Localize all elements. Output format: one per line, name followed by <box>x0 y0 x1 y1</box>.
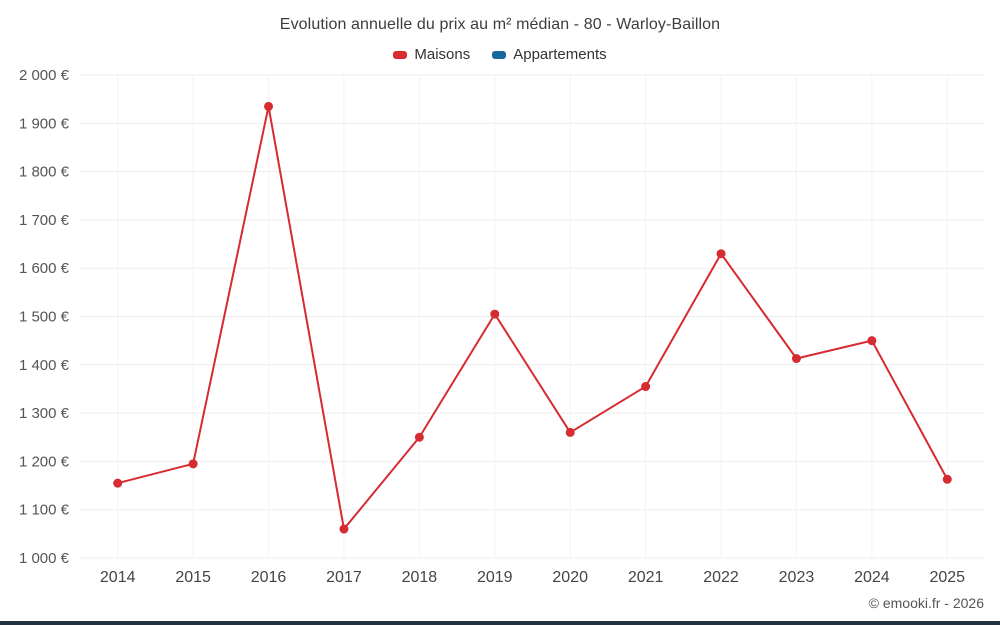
svg-text:2025: 2025 <box>929 569 965 586</box>
maisons-series-marker-icon <box>393 50 408 59</box>
svg-text:1 400 €: 1 400 € <box>19 357 70 374</box>
svg-text:2021: 2021 <box>628 569 664 586</box>
svg-text:1 200 €: 1 200 € <box>19 453 70 470</box>
svg-text:1 800 €: 1 800 € <box>19 164 70 181</box>
copyright-text: © emooki.fr - 2026 <box>868 595 984 611</box>
svg-text:2024: 2024 <box>854 569 890 586</box>
chart-legend: Maisons Appartements <box>0 46 1000 63</box>
svg-text:1 700 €: 1 700 € <box>19 212 70 229</box>
svg-text:2019: 2019 <box>477 569 513 586</box>
svg-text:1 600 €: 1 600 € <box>19 260 70 277</box>
legend-item-maisons[interactable]: Maisons <box>393 46 470 63</box>
appartements-series-marker-icon <box>492 50 507 59</box>
svg-text:2 000 €: 2 000 € <box>19 67 70 84</box>
svg-text:2017: 2017 <box>326 569 362 586</box>
svg-text:2016: 2016 <box>251 569 287 586</box>
svg-text:1 100 €: 1 100 € <box>19 502 70 519</box>
svg-text:1 500 €: 1 500 € <box>19 309 70 326</box>
svg-text:1 300 €: 1 300 € <box>19 405 70 422</box>
svg-text:1 900 €: 1 900 € <box>19 115 70 132</box>
chart-title: Evolution annuelle du prix au m² médian … <box>279 16 721 33</box>
svg-text:2014: 2014 <box>100 569 136 586</box>
svg-text:2018: 2018 <box>402 569 438 586</box>
legend-label-maisons: Maisons <box>414 46 471 63</box>
bottom-edge-bar <box>0 621 1000 625</box>
svg-text:2015: 2015 <box>175 569 211 586</box>
svg-text:2020: 2020 <box>552 569 588 586</box>
legend-item-appartements[interactable]: Appartements <box>492 46 607 63</box>
svg-text:2022: 2022 <box>703 569 739 586</box>
svg-text:2023: 2023 <box>779 569 815 586</box>
legend-label-appartements: Appartements <box>513 46 607 63</box>
svg-text:1 000 €: 1 000 € <box>19 550 70 567</box>
